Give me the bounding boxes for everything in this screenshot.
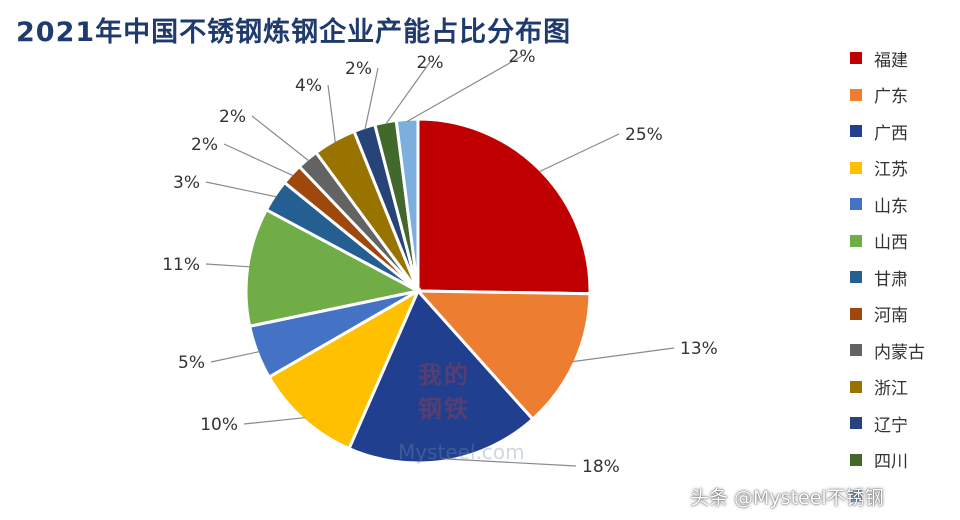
watermark-url: Mysteel.com bbox=[398, 440, 525, 464]
legend-swatch bbox=[850, 52, 862, 65]
legend-item: 内蒙古 bbox=[850, 332, 925, 369]
leader-line bbox=[538, 133, 620, 173]
legend-label: 甘肃 bbox=[874, 269, 908, 290]
legend-swatch bbox=[850, 234, 862, 247]
leader-line bbox=[406, 55, 523, 122]
data-label: 4% bbox=[295, 76, 322, 96]
pie-slice-item-12 bbox=[394, 117, 420, 292]
legend-swatch bbox=[850, 271, 862, 284]
legend-swatch bbox=[850, 453, 862, 466]
legend-label: 辽宁 bbox=[874, 415, 908, 436]
legend-item: 河南 bbox=[850, 296, 925, 333]
legend-item: 广东 bbox=[850, 77, 925, 114]
data-label: 2% bbox=[191, 135, 218, 155]
watermark-line-2: 钢铁 bbox=[418, 394, 470, 423]
legend-swatch bbox=[850, 161, 862, 174]
watermark-logo: 我的 钢铁 bbox=[418, 358, 470, 426]
data-label: 2% bbox=[509, 47, 536, 67]
leader-line bbox=[444, 458, 577, 467]
legend-swatch bbox=[850, 125, 862, 138]
data-label: 2% bbox=[345, 59, 372, 79]
legend-item: 福建 bbox=[850, 40, 925, 77]
chart-title: 2021年中国不锈钢炼钢企业产能占比分布图 bbox=[16, 17, 572, 48]
legend-item: 辽宁 bbox=[850, 405, 925, 442]
legend-label: 广西 bbox=[874, 123, 908, 144]
leader-line bbox=[243, 417, 305, 425]
legend-item: 甘肃 bbox=[850, 259, 925, 296]
data-label: 13% bbox=[680, 339, 718, 359]
legend-swatch bbox=[850, 88, 862, 101]
data-label: 5% bbox=[178, 353, 205, 373]
leader-line bbox=[210, 351, 260, 363]
leader-line bbox=[385, 61, 431, 125]
legend-label: 四川 bbox=[874, 452, 908, 473]
chart-legend: 福建广东广西江苏山东山西甘肃河南内蒙古浙江辽宁四川 bbox=[850, 40, 925, 515]
pie-slice-福建 bbox=[416, 117, 592, 296]
legend-item: 浙江 bbox=[850, 369, 925, 406]
data-label: 2% bbox=[219, 107, 246, 127]
data-label: 10% bbox=[200, 415, 238, 435]
data-label: 3% bbox=[173, 173, 200, 193]
legend-swatch bbox=[850, 344, 862, 357]
legend-swatch bbox=[850, 380, 862, 393]
leader-line bbox=[572, 347, 675, 363]
legend-label: 浙江 bbox=[874, 379, 908, 400]
pie-slice-广西 bbox=[347, 288, 535, 465]
legend-label: 山东 bbox=[874, 196, 908, 217]
leader-line bbox=[364, 67, 379, 130]
data-label: 25% bbox=[625, 125, 663, 145]
legend-item bbox=[850, 478, 925, 515]
leader-line bbox=[205, 263, 250, 268]
legend-item: 江苏 bbox=[850, 150, 925, 187]
legend-item: 山东 bbox=[850, 186, 925, 223]
legend-swatch bbox=[850, 417, 862, 430]
pie-slice-广东 bbox=[414, 289, 592, 422]
legend-item: 广西 bbox=[850, 113, 925, 150]
legend-item: 四川 bbox=[850, 442, 925, 479]
leader-line bbox=[205, 181, 277, 198]
data-label: 18% bbox=[582, 457, 620, 477]
legend-label: 福建 bbox=[874, 50, 908, 71]
pie-slice-江苏 bbox=[266, 287, 422, 451]
legend-swatch bbox=[850, 198, 862, 211]
legend-swatch bbox=[850, 307, 862, 320]
source-credit: 头条 @Mysteel不锈钢 bbox=[690, 487, 884, 509]
legend-label: 山西 bbox=[874, 233, 908, 254]
legend-swatch bbox=[850, 490, 862, 503]
data-label: 11% bbox=[162, 255, 200, 275]
legend-label: 广东 bbox=[874, 87, 908, 108]
leader-line bbox=[327, 84, 336, 143]
legend-label: 江苏 bbox=[874, 160, 908, 181]
legend-label: 内蒙古 bbox=[874, 342, 925, 363]
data-label: 2% bbox=[417, 53, 444, 73]
watermark-line-1: 我的 bbox=[418, 360, 470, 389]
legend-label: 河南 bbox=[874, 306, 908, 327]
legend-item: 山西 bbox=[850, 223, 925, 260]
leader-line bbox=[223, 143, 294, 177]
leader-line bbox=[251, 115, 310, 162]
